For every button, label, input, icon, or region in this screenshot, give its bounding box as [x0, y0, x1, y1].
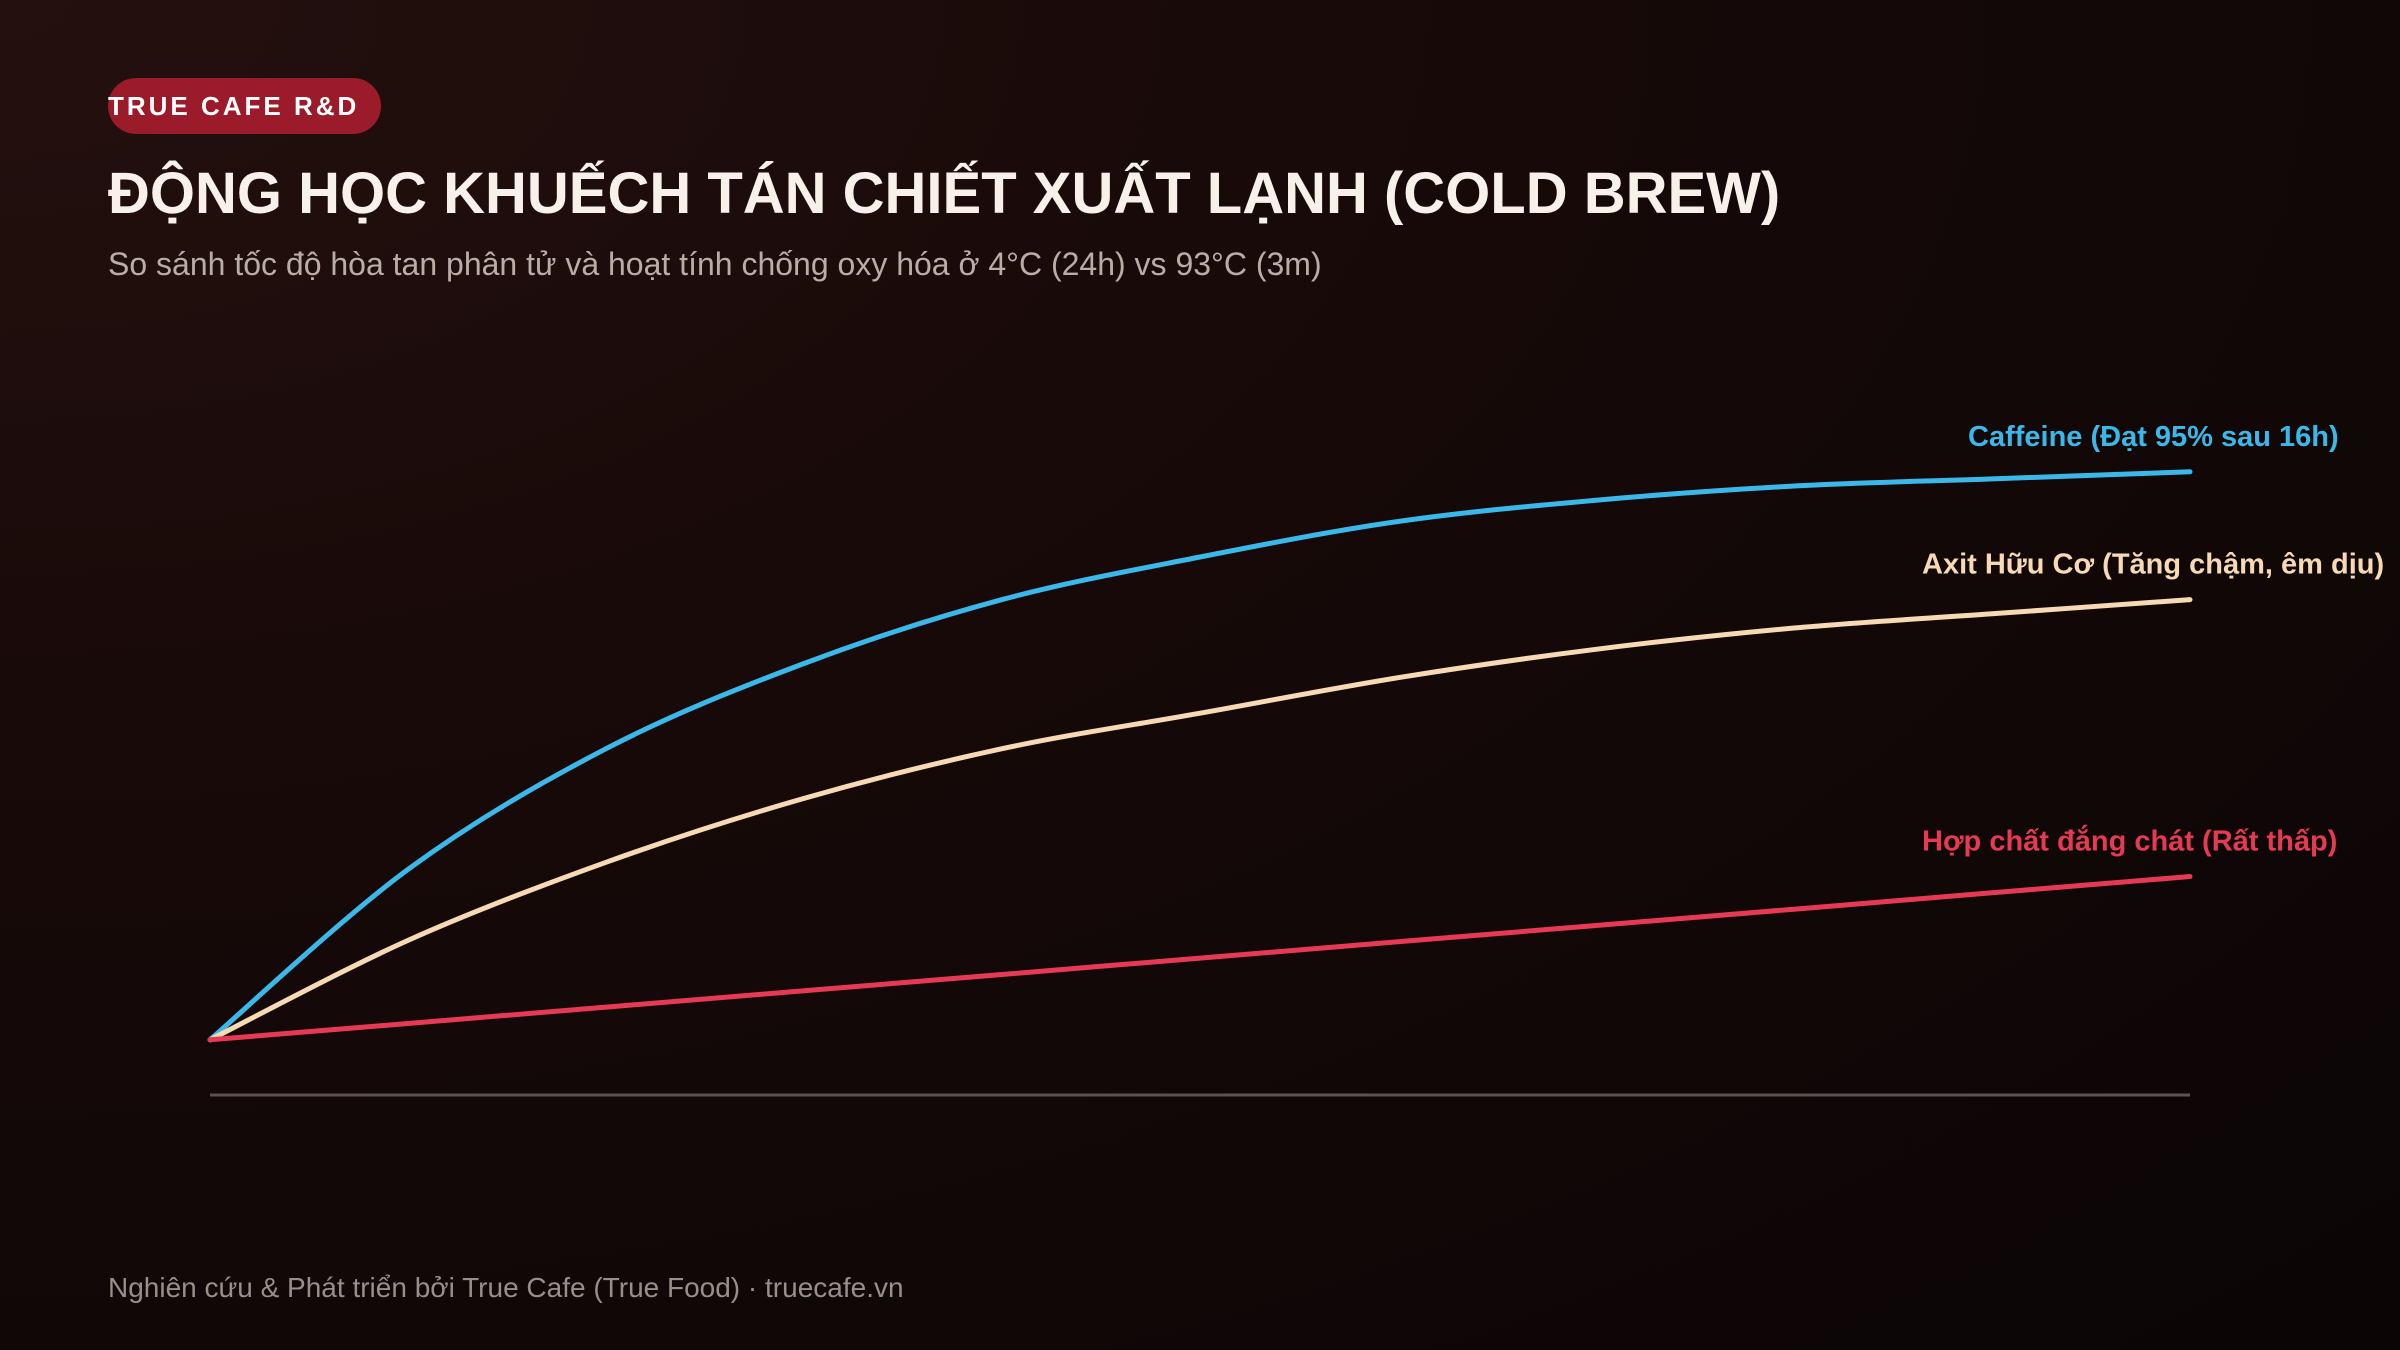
- series-line-1: [207, 597, 2193, 1043]
- series-label-1: Axit Hữu Cơ (Tăng chậm, êm dịu): [1922, 549, 2384, 581]
- series-label-2: Hợp chất đắng chát (Rất thấp): [1922, 824, 2337, 858]
- series-line-2: [207, 874, 2193, 1043]
- series-layer: Caffeine (Đạt 95% sau 16h) Axit Hữu Cơ (T…: [207, 421, 2384, 1043]
- series-label-0: Caffeine (Đạt 95% sau 16h): [1968, 421, 2339, 453]
- page-subtitle: So sánh tốc độ hòa tan phân tử và hoạt t…: [108, 246, 1322, 282]
- footer-credit: Nghiên cứu & Phát triển bởi True Cafe (T…: [108, 1272, 904, 1303]
- series-line-0: [207, 469, 2193, 1043]
- brand-badge-label: TRUE CAFE R&D: [108, 90, 360, 121]
- brand-badge: TRUE CAFE R&D: [108, 78, 382, 134]
- page-title: ĐỘNG HỌC KHUẾCH TÁN CHIẾT XUẤT LẠNH (COL…: [108, 161, 1781, 226]
